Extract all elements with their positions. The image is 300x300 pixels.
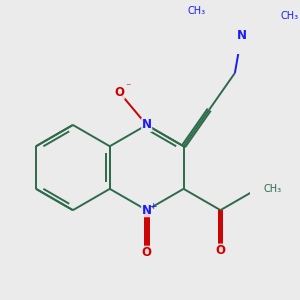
Text: N: N <box>142 118 152 131</box>
Text: O: O <box>215 244 226 257</box>
Text: CH₃: CH₃ <box>281 11 299 21</box>
Text: O: O <box>142 246 152 259</box>
Text: +: + <box>149 202 157 211</box>
Text: O: O <box>114 86 124 99</box>
Text: CH₃: CH₃ <box>263 184 282 194</box>
Text: CH₃: CH₃ <box>188 6 206 16</box>
Text: N: N <box>236 29 247 42</box>
Text: ⁻: ⁻ <box>126 82 131 92</box>
Text: N: N <box>142 204 152 217</box>
